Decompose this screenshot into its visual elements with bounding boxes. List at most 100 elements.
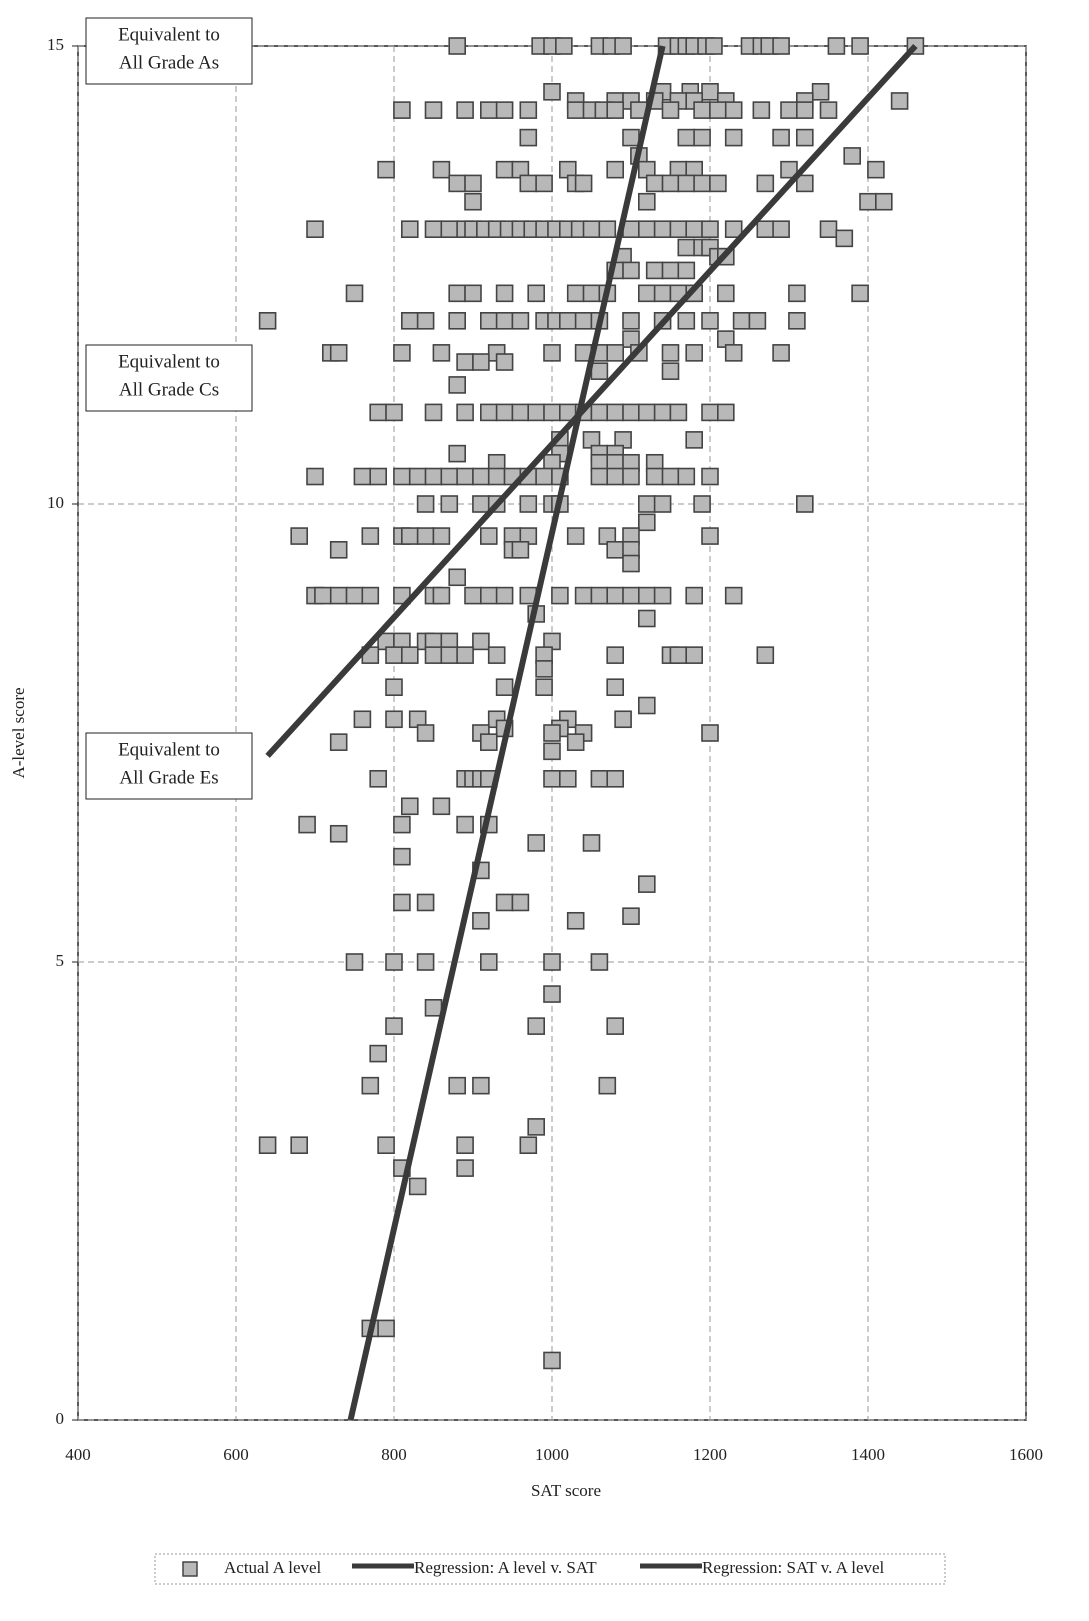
point xyxy=(440,220,459,238)
point xyxy=(432,797,451,816)
point xyxy=(752,101,771,119)
point xyxy=(306,220,324,238)
point xyxy=(495,160,514,179)
point xyxy=(788,284,806,303)
point xyxy=(448,376,467,394)
point xyxy=(637,192,656,211)
point xyxy=(479,527,498,545)
point xyxy=(637,609,656,628)
point xyxy=(795,174,814,193)
point xyxy=(527,284,546,303)
annotation-text: Equivalent to xyxy=(118,739,220,760)
point xyxy=(701,311,719,330)
point xyxy=(456,467,474,486)
point xyxy=(456,646,474,664)
point xyxy=(535,678,553,697)
point xyxy=(606,403,625,422)
point xyxy=(685,646,704,664)
point xyxy=(535,467,553,486)
point xyxy=(424,998,443,1017)
point xyxy=(748,311,767,330)
point xyxy=(456,1136,474,1154)
point xyxy=(701,220,719,238)
point xyxy=(606,467,625,486)
point xyxy=(709,101,727,119)
point xyxy=(519,174,538,193)
point xyxy=(724,344,743,362)
point xyxy=(464,192,482,211)
point xyxy=(448,284,467,303)
point xyxy=(479,733,498,751)
point xyxy=(535,660,553,678)
point xyxy=(566,284,585,303)
annotation-text: Equivalent to xyxy=(118,351,220,372)
point xyxy=(669,220,688,238)
point xyxy=(329,586,348,605)
point xyxy=(637,875,656,893)
point xyxy=(385,1017,403,1035)
point xyxy=(519,495,538,513)
point xyxy=(645,261,664,280)
point xyxy=(645,467,664,486)
point xyxy=(448,444,467,463)
point xyxy=(353,467,372,486)
point xyxy=(456,1159,474,1177)
point xyxy=(606,344,625,362)
point xyxy=(795,101,814,119)
point xyxy=(385,403,403,422)
point xyxy=(622,907,640,926)
point xyxy=(677,238,696,257)
point xyxy=(495,678,514,697)
point xyxy=(590,953,609,971)
x-tick-label: 400 xyxy=(65,1445,91,1464)
point xyxy=(456,353,474,371)
point xyxy=(637,513,656,532)
point xyxy=(819,101,838,119)
annotation-box xyxy=(85,344,253,412)
annotation-text: All Grade Es xyxy=(119,767,218,788)
point xyxy=(677,261,696,280)
point xyxy=(590,467,609,486)
point xyxy=(400,527,419,545)
point xyxy=(598,1076,617,1095)
point xyxy=(661,362,680,380)
point xyxy=(487,646,506,664)
point xyxy=(511,403,530,422)
point xyxy=(472,911,490,930)
point xyxy=(590,403,609,422)
point xyxy=(614,710,632,729)
point xyxy=(290,527,309,545)
point xyxy=(448,568,467,587)
point xyxy=(258,1136,277,1154)
point xyxy=(827,37,846,55)
point xyxy=(329,824,348,843)
point xyxy=(361,1076,380,1095)
point xyxy=(400,220,419,238)
point xyxy=(851,37,869,55)
point xyxy=(859,192,877,211)
point xyxy=(637,696,656,715)
point xyxy=(448,311,467,330)
legend-label: Regression: SAT v. A level xyxy=(702,1558,885,1577)
point xyxy=(472,467,490,486)
legend-swatch xyxy=(182,1561,198,1577)
point xyxy=(622,467,640,486)
point xyxy=(780,160,798,179)
point xyxy=(724,220,743,238)
point xyxy=(843,147,862,165)
point xyxy=(677,311,696,330)
regression-line xyxy=(265,43,918,758)
point xyxy=(558,769,577,788)
point xyxy=(448,1076,467,1095)
point xyxy=(511,311,530,330)
point xyxy=(456,101,474,119)
point xyxy=(416,893,435,912)
point xyxy=(890,92,909,110)
point xyxy=(614,37,632,55)
point xyxy=(472,495,490,513)
point xyxy=(543,344,561,362)
point xyxy=(685,220,704,238)
point xyxy=(590,769,609,788)
